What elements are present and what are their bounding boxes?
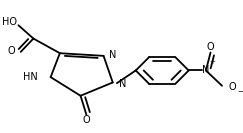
Text: N: N	[119, 79, 126, 90]
Text: O: O	[82, 115, 90, 125]
Text: +: +	[209, 59, 215, 65]
Text: N: N	[109, 50, 116, 60]
Text: O: O	[207, 42, 214, 52]
Text: HO: HO	[2, 17, 17, 27]
Text: −: −	[238, 89, 243, 95]
Text: O: O	[7, 45, 15, 56]
Text: HN: HN	[23, 72, 38, 82]
Text: O: O	[228, 82, 236, 92]
Text: N: N	[202, 65, 210, 76]
